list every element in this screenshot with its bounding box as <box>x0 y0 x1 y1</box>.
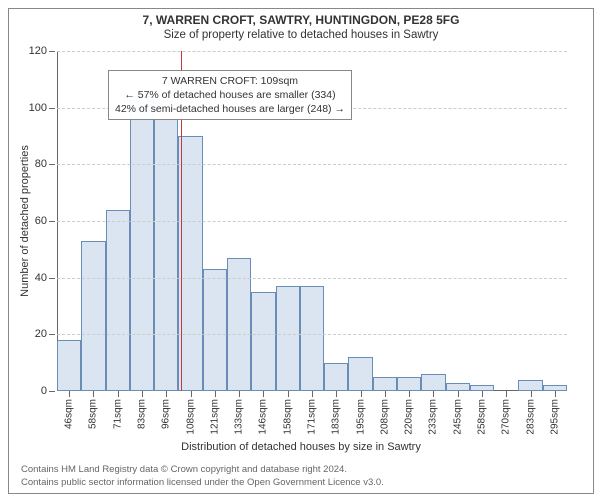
chart-title-line2: Size of property relative to detached ho… <box>9 29 593 41</box>
xtick <box>142 391 143 397</box>
ytick-label: 80 <box>35 158 47 170</box>
gridline <box>57 334 567 335</box>
xtick <box>118 391 119 397</box>
xtick <box>191 391 192 397</box>
bar <box>81 241 105 391</box>
xtick-label: 258sqm <box>477 399 488 435</box>
ytick-label: 100 <box>29 102 47 114</box>
gridline <box>57 278 567 279</box>
chart-container: 7, WARREN CROFT, SAWTRY, HUNTINGDON, PE2… <box>8 8 594 494</box>
gridline <box>57 221 567 222</box>
xtick-label: 71sqm <box>112 399 123 429</box>
y-axis-label: Number of detached properties <box>19 145 31 297</box>
bar <box>130 96 154 391</box>
bar <box>421 374 445 391</box>
xtick <box>263 391 264 397</box>
xtick <box>555 391 556 397</box>
footer-line2: Contains public sector information licen… <box>21 477 384 489</box>
xtick <box>69 391 70 397</box>
gridline <box>57 51 567 52</box>
xtick <box>312 391 313 397</box>
xtick-label: 233sqm <box>428 399 439 435</box>
bar <box>397 377 421 391</box>
gridline <box>57 164 567 165</box>
xtick-label: 220sqm <box>404 399 415 435</box>
xtick <box>385 391 386 397</box>
xtick-label: 295sqm <box>549 399 560 435</box>
xtick <box>215 391 216 397</box>
xtick-label: 96sqm <box>161 399 172 429</box>
xtick <box>458 391 459 397</box>
xtick <box>361 391 362 397</box>
ytick-label: 20 <box>35 328 47 340</box>
xtick <box>93 391 94 397</box>
xtick-label: 245sqm <box>452 399 463 435</box>
xtick-label: 133sqm <box>234 399 245 435</box>
xtick <box>433 391 434 397</box>
ytick-label: 60 <box>35 215 47 227</box>
xtick-label: 58sqm <box>88 399 99 429</box>
xtick-label: 83sqm <box>137 399 148 429</box>
chart-title-line1: 7, WARREN CROFT, SAWTRY, HUNTINGDON, PE2… <box>9 13 593 27</box>
footer-line1: Contains HM Land Registry data © Crown c… <box>21 464 384 476</box>
xtick-label: 270sqm <box>501 399 512 435</box>
plot-area: 020406080100120 46sqm58sqm71sqm83sqm96sq… <box>57 51 567 391</box>
bar <box>348 357 372 391</box>
xtick-label: 121sqm <box>209 399 220 435</box>
xtick-label: 46sqm <box>64 399 75 429</box>
xtick <box>482 391 483 397</box>
ytick <box>49 278 55 279</box>
ytick-label: 120 <box>29 45 47 57</box>
xtick-label: 195sqm <box>355 399 366 435</box>
ytick <box>49 51 55 52</box>
ytick <box>49 108 55 109</box>
ytick <box>49 391 55 392</box>
annotation-line: 42% of semi-detached houses are larger (… <box>115 102 345 116</box>
xtick-label: 146sqm <box>258 399 269 435</box>
xtick <box>531 391 532 397</box>
ytick-label: 0 <box>41 385 47 397</box>
xtick <box>409 391 410 397</box>
bar <box>373 377 397 391</box>
bar <box>57 340 81 391</box>
xtick-label: 108sqm <box>185 399 196 435</box>
ytick <box>49 334 55 335</box>
ytick <box>49 221 55 222</box>
bar <box>178 136 202 391</box>
ytick-label: 40 <box>35 272 47 284</box>
bar <box>324 363 348 391</box>
annotation-line: ← 57% of detached houses are smaller (33… <box>115 88 345 102</box>
bar <box>251 292 275 391</box>
xtick <box>288 391 289 397</box>
xtick-label: 208sqm <box>379 399 390 435</box>
x-axis-label: Distribution of detached houses by size … <box>9 441 593 453</box>
bar <box>276 286 300 391</box>
bar <box>300 286 324 391</box>
bar <box>106 210 130 391</box>
xtick-label: 158sqm <box>282 399 293 435</box>
bar <box>203 269 227 391</box>
xtick-label: 183sqm <box>331 399 342 435</box>
ytick <box>49 164 55 165</box>
footer-attribution: Contains HM Land Registry data © Crown c… <box>21 464 384 489</box>
xtick-label: 283sqm <box>525 399 536 435</box>
annotation-box: 7 WARREN CROFT: 109sqm← 57% of detached … <box>108 70 352 121</box>
annotation-line: 7 WARREN CROFT: 109sqm <box>115 74 345 88</box>
xtick <box>239 391 240 397</box>
bar <box>154 119 178 391</box>
bar <box>446 383 470 392</box>
xtick <box>336 391 337 397</box>
xtick <box>166 391 167 397</box>
xtick-label: 171sqm <box>307 399 318 435</box>
xtick <box>506 391 507 397</box>
bar <box>518 380 542 391</box>
